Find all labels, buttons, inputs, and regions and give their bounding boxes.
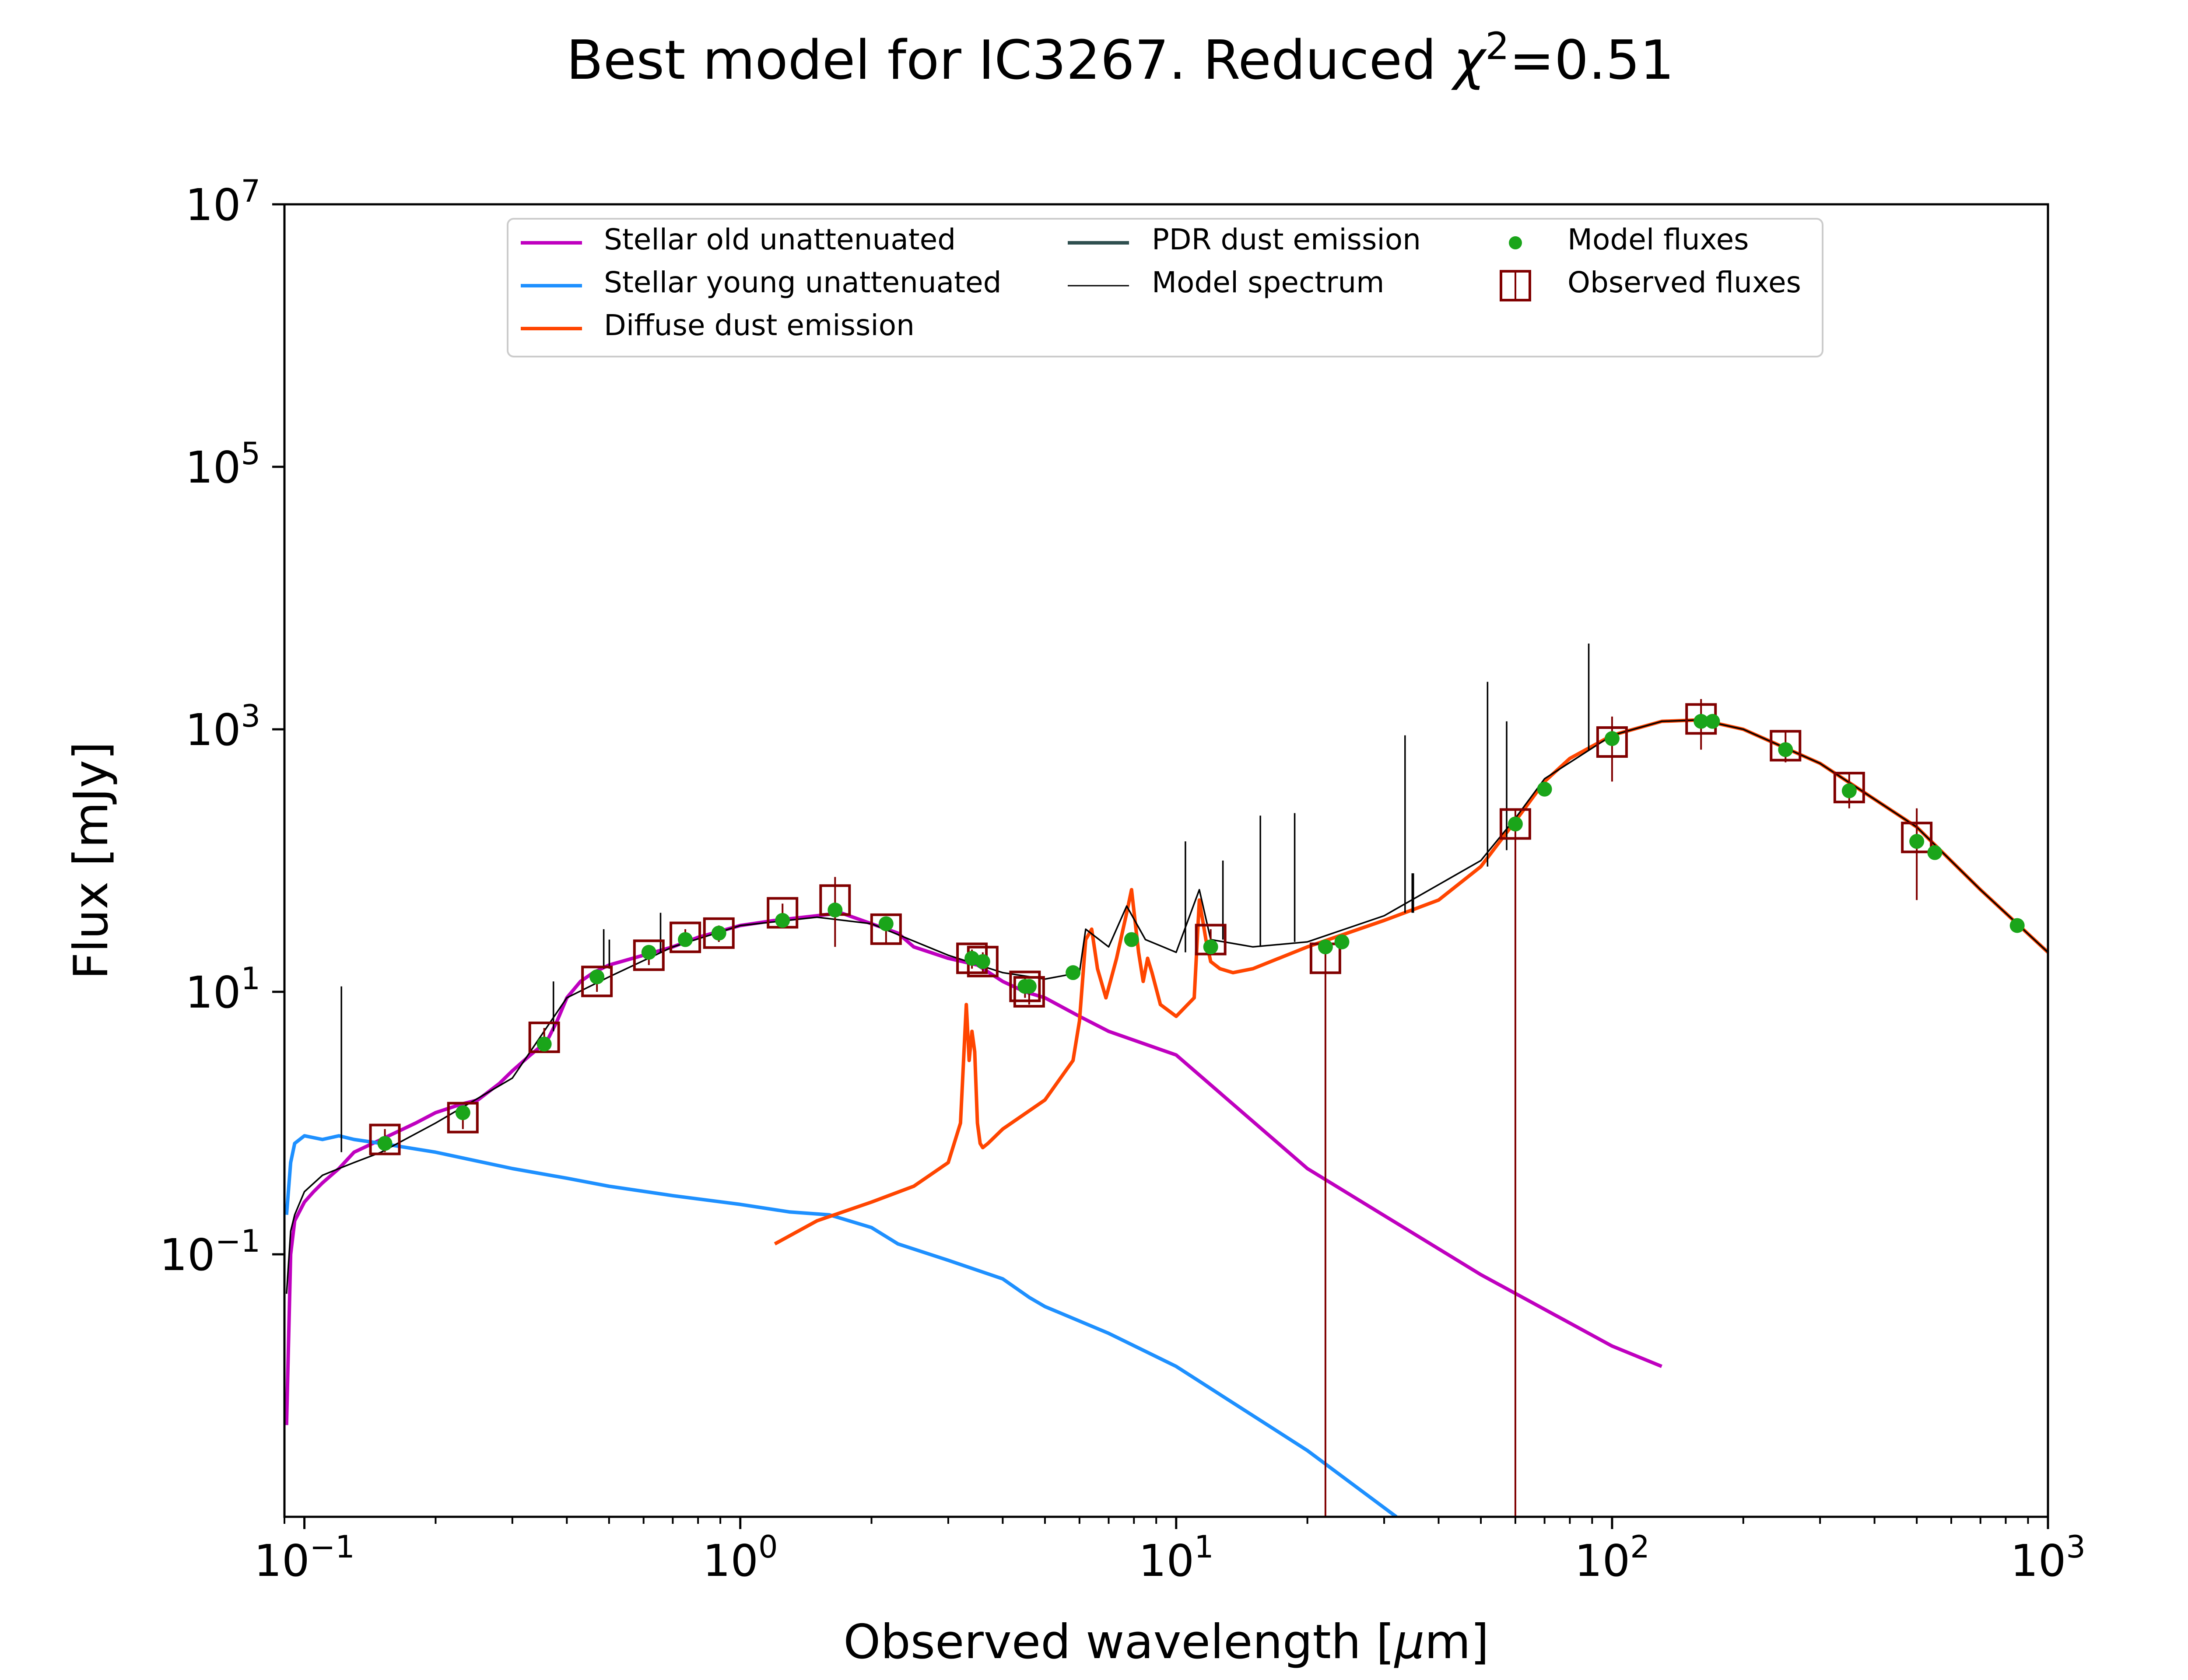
legend-label-model-spectrum: Model spectrum [1152, 266, 1384, 299]
axis-ticks: 10−1 100 101 102 103 10−1 101 103 105 107 [160, 173, 2086, 1586]
legend-label-model-fluxes: Model fluxes [1567, 223, 1749, 256]
series-line-stellar-old [284, 911, 1662, 1425]
observed-flux-marker [703, 917, 735, 949]
model-flux-point [1604, 731, 1620, 746]
model-flux-point [1841, 783, 1857, 798]
y-tick-label: 103 [185, 698, 260, 756]
model-flux-point [1203, 939, 1218, 955]
observed-flux-marker [1499, 808, 1531, 840]
legend-label-pdr-dust: PDR dust emission [1152, 223, 1421, 256]
y-tick-label: 107 [185, 173, 260, 231]
observed-flux-marker [1833, 772, 1865, 804]
observed-flux-marker [670, 921, 701, 953]
model-flux-point [711, 925, 726, 941]
model-flux-point [1694, 714, 1709, 729]
x-tick-label: 10−1 [254, 1529, 354, 1586]
x-tick-label: 100 [703, 1529, 778, 1586]
legend-label-observed-fluxes: Observed fluxes [1567, 266, 1801, 299]
observed-flux-marker [447, 1102, 479, 1134]
model-flux-point [975, 954, 990, 969]
chart-title: Best model for IC3267. Reduced χ2=0.51 [566, 24, 1674, 92]
x-tick-label: 102 [1574, 1529, 1650, 1586]
model-flux-point [589, 969, 605, 984]
model-flux-point [1021, 979, 1037, 994]
y-axis-label: Flux [mJy] [64, 742, 119, 980]
model-flux-markers [377, 714, 2025, 1151]
legend: Stellar old unattenuated Stellar young u… [507, 218, 1823, 357]
legend-swatch-model-fluxes [1509, 236, 1522, 249]
plot-frame [283, 203, 2049, 1518]
legend-label-stellar-old: Stellar old unattenuated [604, 223, 956, 256]
series-line-model-spectrum [286, 719, 2048, 1294]
y-tick-label: 10−1 [160, 1223, 260, 1281]
observed-flux-marker [633, 939, 665, 971]
y-tick-label: 101 [185, 961, 260, 1018]
legend-label-stellar-young: Stellar young unattenuated [604, 266, 1002, 299]
model-flux-point [1066, 965, 1081, 980]
model-flux-point [1778, 742, 1793, 757]
model-flux-point [1537, 781, 1552, 797]
series-line-stellar-young [284, 1134, 1398, 1517]
observed-flux-marker [1013, 976, 1045, 1008]
legend-label-diffuse-dust: Diffuse dust emission [604, 308, 915, 342]
legend-box [507, 218, 1823, 357]
observed-flux-marker [1770, 730, 1802, 762]
model-flux-point [1927, 845, 1943, 860]
model-flux-point [1508, 816, 1523, 832]
x-tick-label: 103 [2010, 1529, 2086, 1586]
model-flux-point [828, 903, 843, 918]
model-flux-point [775, 913, 790, 928]
model-flux-point [455, 1105, 470, 1120]
x-axis-label: Observed wavelength [μm] [843, 1615, 1489, 1670]
model-flux-point [377, 1136, 393, 1151]
observed-flux-marker [369, 1124, 401, 1155]
observed-flux-marker [528, 1022, 560, 1054]
series-lines [284, 718, 2048, 1517]
model-flux-point [641, 945, 656, 960]
model-flux-point [1705, 714, 1720, 729]
model-flux-point [536, 1036, 552, 1052]
model-flux-point [2009, 918, 2025, 933]
model-flux-point [1909, 834, 1925, 849]
observed-flux-marker [870, 913, 902, 945]
observed-flux-marker [1009, 970, 1041, 1002]
model-flux-point [678, 932, 693, 947]
model-flux-point [1124, 932, 1139, 947]
observed-flux-marker [581, 966, 613, 998]
observed-flux-marker [1901, 822, 1933, 854]
observed-flux-marker [1596, 726, 1628, 758]
model-flux-point [1318, 939, 1333, 955]
x-tick-label: 101 [1139, 1529, 1214, 1586]
y-tick-label: 105 [185, 436, 260, 493]
model-flux-point [878, 916, 894, 931]
model-flux-point [1334, 934, 1350, 949]
